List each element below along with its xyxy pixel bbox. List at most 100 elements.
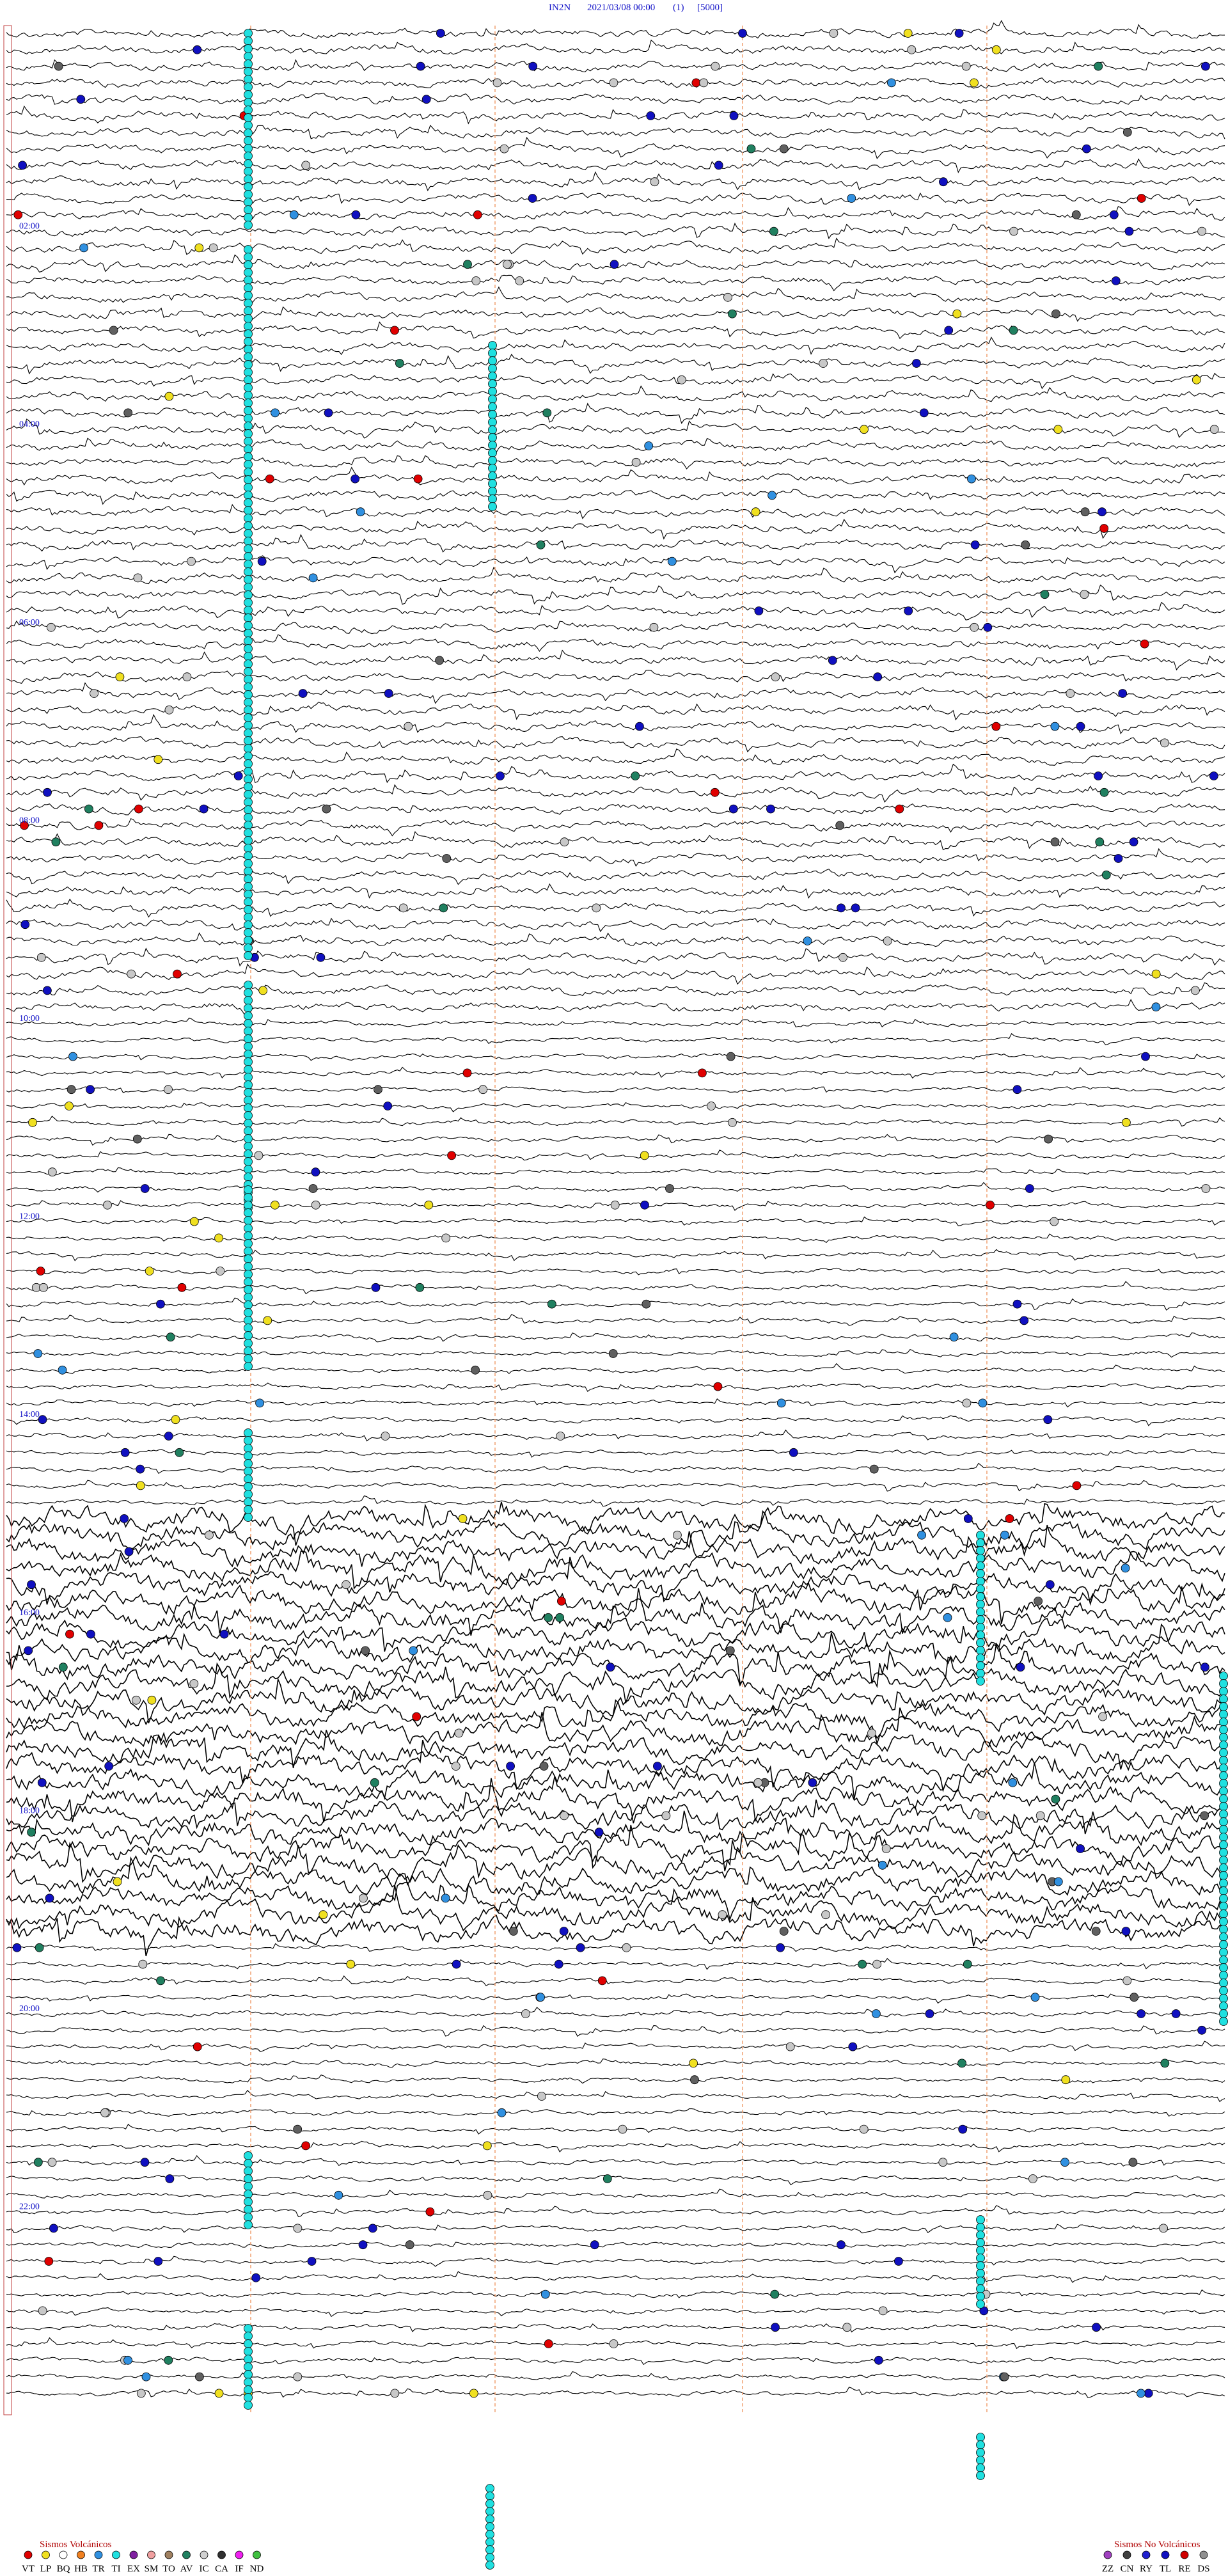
- tremor-marker: [488, 379, 497, 388]
- event-marker: [43, 787, 52, 797]
- legend-code: RY: [1140, 2564, 1153, 2574]
- tremor-marker: [1219, 2009, 1228, 2018]
- event-marker: [776, 1943, 785, 1952]
- event-marker: [919, 408, 929, 418]
- event-marker: [141, 2372, 151, 2382]
- tremor-marker: [244, 144, 253, 153]
- event-marker: [1141, 1052, 1150, 1061]
- time-label: 20:00: [19, 2004, 40, 2014]
- event-marker: [416, 61, 425, 71]
- tremor-marker: [244, 1142, 253, 1151]
- event-marker: [421, 95, 431, 104]
- event-marker: [33, 1349, 43, 1358]
- trace: [6, 1363, 1225, 1375]
- tremor-marker: [244, 1451, 253, 1460]
- event-marker: [13, 210, 23, 219]
- tremor-marker: [244, 2197, 253, 2206]
- trace: [6, 1398, 1225, 1408]
- event-marker: [1072, 1481, 1082, 1490]
- legend-marker: [94, 2550, 103, 2559]
- event-marker: [301, 2141, 311, 2151]
- event-marker: [753, 1778, 763, 1787]
- trace: [6, 947, 1225, 967]
- event-marker: [415, 1283, 425, 1292]
- trace: [6, 1297, 1225, 1311]
- trace: [6, 1762, 1225, 1801]
- tremor-marker: [244, 182, 253, 191]
- tremor-marker: [244, 152, 253, 161]
- event-marker: [618, 2124, 627, 2134]
- legend-marker: [235, 2550, 244, 2559]
- tremor-marker: [244, 529, 253, 538]
- event-marker: [500, 144, 509, 154]
- tremor-marker: [244, 375, 253, 384]
- event-marker: [963, 1514, 973, 1523]
- trace: [6, 321, 1225, 340]
- legend-marker: [59, 2550, 68, 2559]
- tremor-marker: [244, 1467, 253, 1476]
- event-marker: [447, 1151, 456, 1160]
- tremor-marker: [244, 713, 253, 722]
- tremor-marker: [976, 2456, 985, 2465]
- tremor-marker: [485, 2515, 494, 2524]
- event-marker: [673, 1530, 682, 1540]
- tremor-marker: [244, 175, 253, 184]
- tremor-marker: [244, 1497, 253, 1506]
- tremor-marker: [488, 479, 497, 488]
- event-marker: [164, 391, 174, 401]
- legend-code: VT: [22, 2564, 35, 2574]
- event-marker: [140, 1184, 150, 1193]
- event-marker: [492, 78, 502, 88]
- tremor-marker: [976, 2471, 985, 2480]
- tremor-marker: [488, 425, 497, 434]
- trace: [6, 1314, 1225, 1326]
- trace: [6, 2307, 1225, 2318]
- event-marker: [1066, 689, 1075, 698]
- legend-marker: [129, 2550, 138, 2559]
- event-marker: [342, 1580, 350, 1590]
- event-marker: [219, 1629, 229, 1639]
- event-marker: [1051, 1794, 1060, 1804]
- tremor-marker: [244, 790, 253, 799]
- event-marker: [1092, 2323, 1101, 2332]
- trace: [6, 1017, 1225, 1028]
- event-marker: [370, 1778, 379, 1787]
- event-marker: [156, 1299, 165, 1309]
- tremor-marker: [244, 905, 253, 914]
- tremor-marker: [488, 441, 497, 450]
- tremor-marker: [244, 897, 253, 906]
- time-label: 04:00: [19, 420, 40, 429]
- tremor-marker: [244, 2378, 253, 2387]
- event-marker: [1080, 507, 1090, 517]
- event-marker: [542, 408, 552, 418]
- tremor-marker: [1219, 1994, 1228, 2003]
- event-marker: [725, 1646, 735, 1655]
- tremor-marker: [244, 1459, 253, 1468]
- tremor-marker: [244, 506, 253, 515]
- tremor-marker: [244, 1065, 253, 1074]
- tremor-marker: [244, 996, 253, 1005]
- event-marker: [361, 1646, 370, 1655]
- event-marker: [134, 804, 143, 814]
- tremor-marker: [244, 483, 253, 492]
- event-marker: [76, 95, 86, 104]
- tremor-marker: [244, 391, 253, 400]
- tremor-marker: [485, 2553, 494, 2562]
- event-marker: [872, 2009, 881, 2018]
- legend-marker: [77, 2550, 85, 2559]
- event-marker: [837, 903, 846, 913]
- event-marker: [216, 1267, 225, 1276]
- tremor-marker: [244, 798, 253, 807]
- event-marker: [413, 474, 423, 484]
- tremor-marker: [976, 1631, 985, 1640]
- event-marker: [769, 226, 778, 236]
- event-marker: [917, 1530, 926, 1540]
- event-marker: [258, 986, 268, 995]
- tremor-marker: [488, 418, 497, 427]
- tremor-marker: [244, 1165, 253, 1174]
- event-marker: [1019, 1316, 1029, 1325]
- event-marker: [635, 722, 644, 731]
- tremor-marker: [244, 1270, 253, 1279]
- tremor-marker: [488, 364, 497, 373]
- trace: [6, 438, 1225, 453]
